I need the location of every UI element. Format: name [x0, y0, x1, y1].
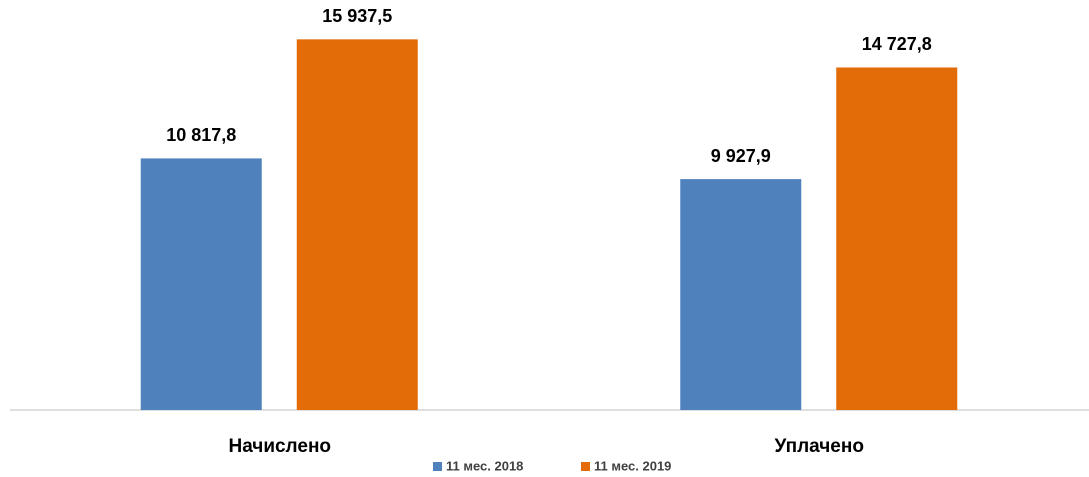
value-label: 10 817,8	[166, 125, 236, 145]
bar	[680, 179, 802, 410]
value-label: 14 727,8	[862, 34, 932, 54]
x-tick-label: Уплачено	[775, 436, 864, 457]
x-tick-label: Начислено	[228, 436, 331, 457]
legend-label: 11 мес. 2018	[446, 458, 523, 473]
bar	[836, 67, 958, 410]
bar	[296, 39, 418, 410]
legend-label: 11 мес. 2019	[594, 458, 671, 473]
legend-swatch	[581, 462, 590, 471]
value-label: 9 927,9	[711, 146, 771, 166]
bar	[140, 158, 262, 410]
legend-swatch	[433, 462, 442, 471]
value-label: 15 937,5	[322, 6, 392, 26]
